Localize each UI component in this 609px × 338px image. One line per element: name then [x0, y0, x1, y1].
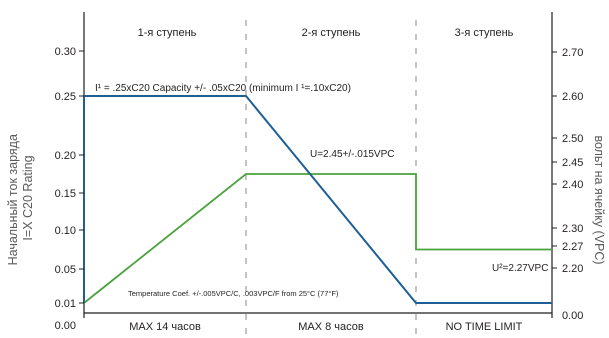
stage-dividers — [245, 20, 417, 335]
right-tick-label: 2.45 — [562, 157, 583, 169]
series-layer — [83, 95, 552, 304]
right-tick-label: 2.50 — [562, 133, 583, 145]
right-tick-label: 2.60 — [562, 91, 583, 103]
duration-label-3: NO TIME LIMIT — [446, 321, 523, 333]
right-axis-ticks: 0.00 2.20 2.27 2.30 2.40 2.45 2.50 2.60 2.70 — [552, 47, 583, 322]
current-spec-annotation: I¹ = .25xC20 Capacity +/- .05xC20 (minim… — [95, 83, 351, 94]
plot-frame — [83, 12, 553, 318]
left-tick-label: 0.10 — [55, 225, 76, 237]
right-tick-label: 0.00 — [562, 310, 583, 322]
left-tick-label: 0.30 — [55, 46, 76, 58]
left-tick-label: 0.25 — [55, 91, 76, 103]
left-tick-label: 0.15 — [55, 188, 76, 200]
right-axis-title: вольт на ячейку (VPC) — [592, 135, 606, 264]
left-tick-label: 0.05 — [55, 264, 76, 276]
duration-label-1: MAX 14 часов — [129, 321, 201, 333]
temp-coef-annotation: Temperature Coef. +/-.005VPC/C, .003VPC/… — [128, 289, 339, 298]
right-tick-label: 2.30 — [562, 223, 583, 235]
left-axis-title-line2: I=X C20 Rating — [21, 155, 35, 240]
left-tick-label: 0.20 — [55, 150, 76, 162]
stage2-voltage-annotation: U=2.45+/-.015VPC — [310, 149, 395, 160]
right-tick-label: 2.70 — [562, 47, 583, 59]
current-series-line — [83, 95, 552, 304]
right-tick-label: 2.20 — [562, 263, 583, 275]
duration-label-2: MAX 8 часов — [298, 321, 364, 333]
stage-label-3: 3-я ступень — [455, 27, 514, 39]
left-axis-ticks: 0.00 0.01 0.05 0.10 0.15 0.20 0.25 0.30 — [55, 46, 84, 332]
right-tick-label: 2.27 — [562, 241, 583, 253]
left-tick-label: 0.01 — [55, 298, 76, 310]
stage-label-1: 1-я ступень — [138, 27, 197, 39]
duration-labels: MAX 14 часов MAX 8 часов NO TIME LIMIT — [129, 321, 522, 333]
left-axis-title: Начальный ток заряда I=X C20 Rating — [6, 131, 35, 266]
stage-labels: 1-я ступень 2-я ступень 3-я ступень — [138, 27, 514, 39]
stage3-voltage-annotation: U²=2.27VPC — [492, 263, 548, 274]
voltage-series-line — [83, 173, 552, 304]
left-axis-title-line1: Начальный ток заряда — [6, 134, 20, 265]
stage-label-2: 2-я ступень — [302, 27, 361, 39]
right-tick-label: 2.40 — [562, 179, 583, 191]
left-tick-label: 0.00 — [55, 320, 76, 332]
